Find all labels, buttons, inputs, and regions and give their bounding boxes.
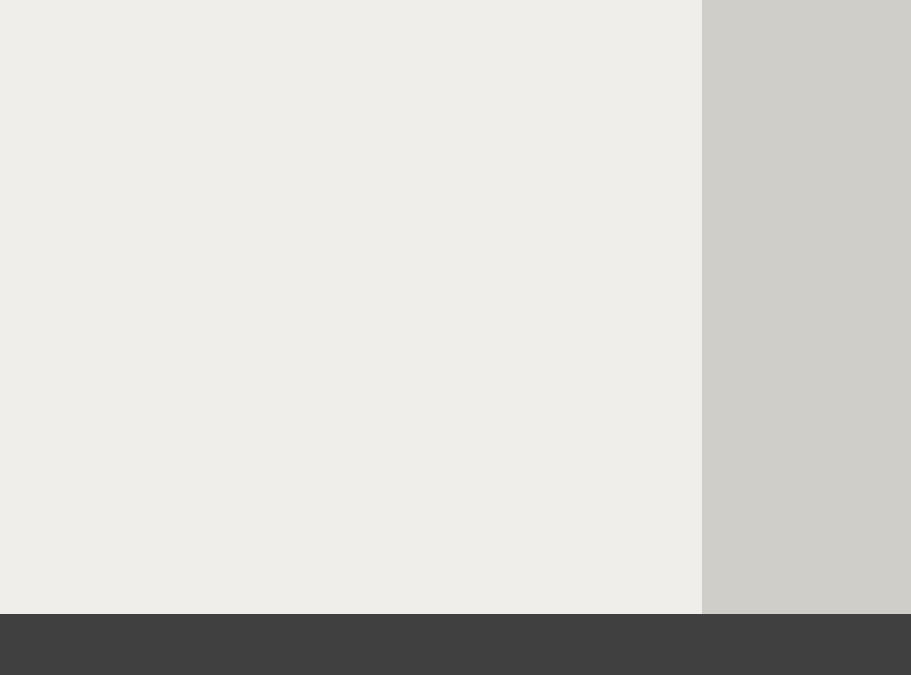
Text: . (Select all that apply.): . (Select all that apply.): [429, 223, 575, 236]
Text: 5: 5: [354, 488, 363, 502]
Text: g: g: [135, 372, 142, 385]
Text: y: y: [770, 344, 778, 358]
Text: .: .: [262, 130, 266, 143]
Text: f(x) =: f(x) =: [36, 174, 72, 188]
Text: parent functions: parent functions: [286, 15, 402, 28]
Text: -10: -10: [619, 616, 638, 626]
Text: is related to one of the: is related to one of the: [117, 15, 268, 28]
Text: horizontal shift of 3 units to the right: horizontal shift of 3 units to the right: [62, 262, 281, 275]
Text: described in an earlier section.: described in an earlier section.: [402, 15, 599, 28]
Text: -10: -10: [137, 616, 155, 626]
Text: to: to: [401, 223, 421, 236]
Text: $g(x) = \left|\dfrac{1}{3}x\right|$: $g(x) = \left|\dfrac{1}{3}x\right|$: [50, 67, 144, 102]
Text: (c) Sketch the graph of: (c) Sketch the graph of: [23, 372, 171, 385]
Text: 5: 5: [751, 488, 758, 502]
Text: vertical shift of 3 units downward: vertical shift of 3 units downward: [62, 340, 260, 353]
Text: .: .: [140, 372, 144, 385]
Text: g: g: [420, 223, 428, 236]
Text: f: f: [392, 223, 396, 236]
Text: reflection in the x-axis: reflection in the x-axis: [62, 288, 195, 301]
Text: y: y: [381, 344, 389, 358]
Text: The function: The function: [23, 15, 105, 28]
Text: 10: 10: [743, 380, 758, 393]
Bar: [101, 141, 224, 182]
Text: 10: 10: [347, 380, 363, 393]
Text: f: f: [253, 130, 258, 143]
Text: (a) Identify the parent function: (a) Identify the parent function: [23, 130, 220, 143]
Text: horizontal shift of 3 units to the left: horizontal shift of 3 units to the left: [62, 236, 271, 249]
Text: x: x: [615, 605, 623, 619]
Text: horizontal stretch: horizontal stretch: [62, 314, 167, 327]
Text: g: g: [108, 15, 116, 28]
Text: (b) Describe the sequence of transformations from: (b) Describe the sequence of transformat…: [23, 223, 344, 236]
